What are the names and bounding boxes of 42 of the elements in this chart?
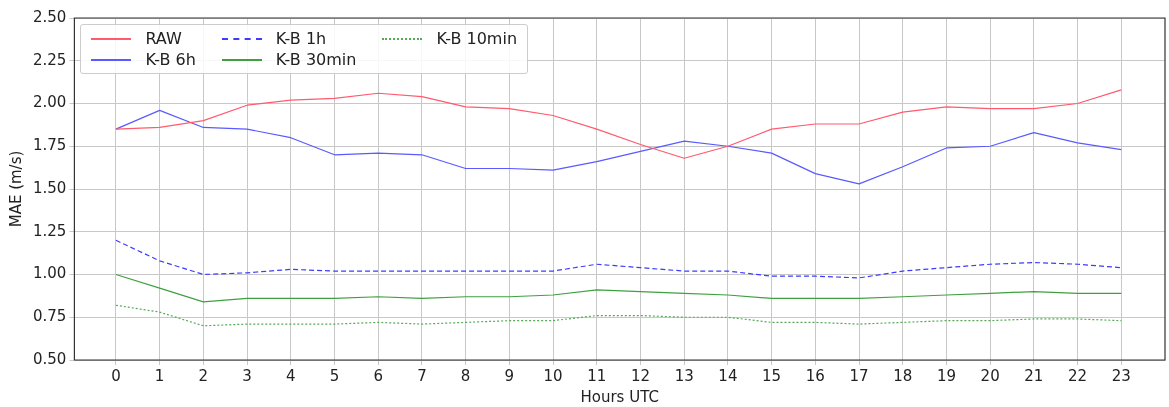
y-tick-label: 1.25 <box>32 221 67 240</box>
legend-label: K-B 1h <box>275 29 327 48</box>
line-series <box>115 239 1122 279</box>
x-tick-label: 0 <box>111 366 121 385</box>
x-tick-label: 1 <box>154 366 165 385</box>
y-tick-label: 1.50 <box>32 178 67 197</box>
x-tick-label: 3 <box>242 366 252 385</box>
x-tick-label: 8 <box>460 366 471 385</box>
y-tick-label: 0.50 <box>32 349 67 368</box>
x-tick-label: 16 <box>805 366 825 385</box>
x-axis-title: Hours UTC <box>580 387 659 406</box>
legend-label: K-B 30min <box>275 50 357 69</box>
y-tick-label: 0.75 <box>32 307 67 326</box>
x-tick-label: 2 <box>198 366 209 385</box>
x-tick-label: 10 <box>543 366 563 385</box>
legend-label: K-B 6h <box>145 50 196 69</box>
x-tick-label: 13 <box>674 366 694 385</box>
x-tick-label: 19 <box>936 366 956 385</box>
x-tick-label: 12 <box>630 366 651 385</box>
x-tick-label: 17 <box>849 366 869 385</box>
x-tick-label: 15 <box>762 366 782 385</box>
line-series <box>115 304 1122 327</box>
y-tick-label: 2.25 <box>32 50 67 69</box>
y-axis-title: MAE (m/s) <box>6 150 25 228</box>
y-tick-label: 2.00 <box>32 93 67 112</box>
x-tick-label: 23 <box>1111 366 1131 385</box>
x-tick-label: 4 <box>286 366 296 385</box>
legend-label: K-B 10min <box>436 29 518 48</box>
x-tick-label: 22 <box>1068 366 1088 385</box>
x-tick-label: 14 <box>718 366 738 385</box>
x-tick-label: 7 <box>417 366 427 385</box>
x-tick-label: 20 <box>980 366 1000 385</box>
x-tick-label: 21 <box>1024 366 1044 385</box>
y-tick-label: 1.00 <box>32 264 67 283</box>
x-tick-label: 9 <box>504 366 515 385</box>
x-tick-label: 6 <box>373 366 383 385</box>
y-tick-label: 1.75 <box>32 136 67 155</box>
y-tick-label: 2.50 <box>32 7 67 26</box>
x-tick-label: 18 <box>893 366 913 385</box>
legend-label: RAW <box>145 29 182 48</box>
x-tick-label: 5 <box>329 366 340 385</box>
x-tick-label: 11 <box>587 366 607 385</box>
